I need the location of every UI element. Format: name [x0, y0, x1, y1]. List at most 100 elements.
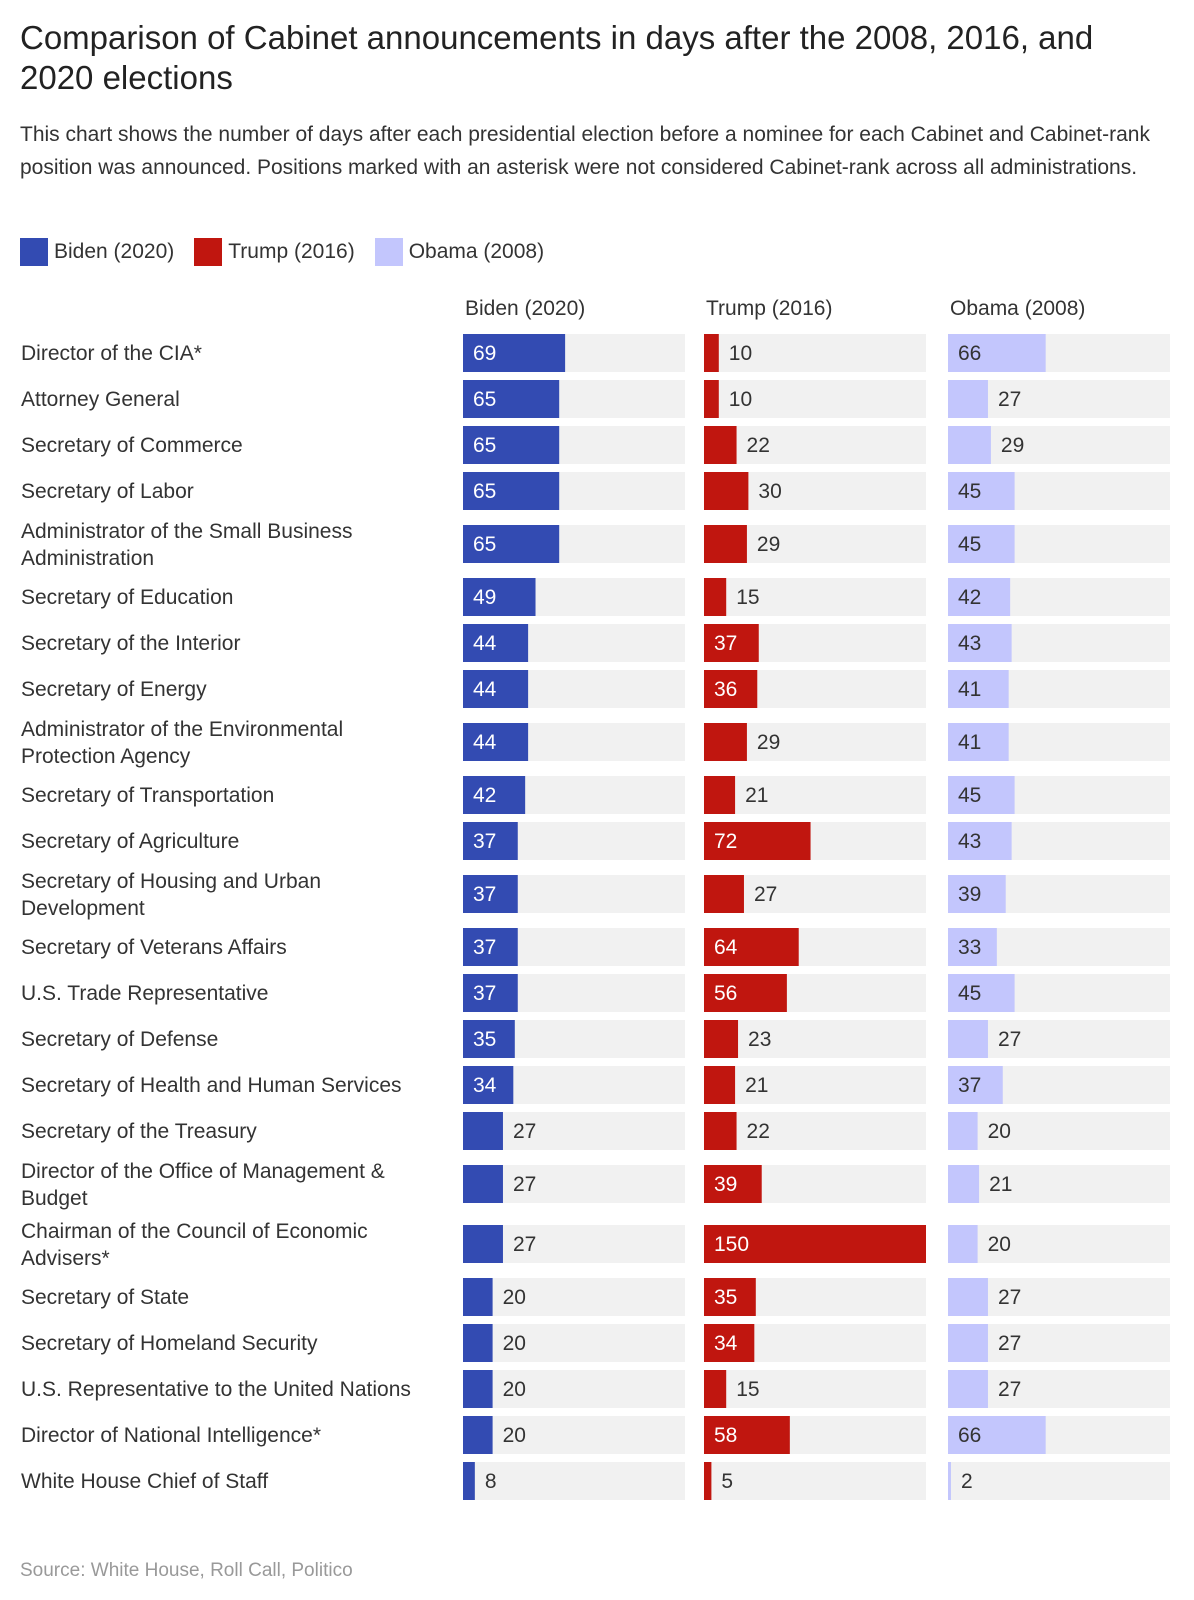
category-label: U.S. Trade Representative — [21, 982, 268, 1005]
data-label-biden: 20 — [503, 1332, 526, 1355]
bar-track-trump — [704, 1462, 926, 1500]
data-label-biden: 35 — [473, 1028, 496, 1051]
chart-subtitle: This chart shows the number of days afte… — [20, 123, 1150, 179]
bar-obama — [948, 1278, 988, 1316]
bar-biden — [463, 723, 529, 761]
data-label-biden: 27 — [513, 1233, 536, 1256]
bar-biden — [463, 525, 560, 563]
bar-trump — [704, 776, 736, 814]
bar-obama — [948, 578, 1011, 616]
category-label: Director of the Office of Management & Bu… — [21, 1160, 385, 1210]
bar-track-trump — [704, 1020, 926, 1058]
bar-obama — [948, 723, 1009, 761]
bar-trump — [704, 525, 747, 563]
data-label-biden: 37 — [473, 830, 496, 853]
category-label: Secretary of Transportation — [21, 784, 274, 807]
bar-obama — [948, 426, 991, 464]
category-label-line: Secretary of Housing and Urban — [21, 870, 321, 893]
category-label: Chairman of the Council of Economic Advis… — [21, 1220, 368, 1270]
category-label: Secretary of Health and Human Services — [21, 1074, 402, 1097]
data-label-biden: 20 — [503, 1286, 526, 1309]
bar-trump — [704, 1020, 739, 1058]
data-label-obama: 45 — [958, 982, 981, 1005]
bar-track-biden — [463, 1416, 685, 1454]
bar-biden — [463, 1066, 514, 1104]
data-label-trump: 30 — [758, 480, 781, 503]
bar-trump — [704, 723, 747, 761]
bar-track-trump — [704, 1066, 926, 1104]
bar-biden — [463, 1278, 493, 1316]
data-label-biden: 44 — [473, 678, 497, 701]
data-label-biden: 27 — [513, 1173, 536, 1196]
bar-track-trump — [704, 1370, 926, 1408]
bar-track-trump — [704, 334, 926, 372]
bar-obama — [948, 1324, 988, 1362]
category-label-line: Advisers* — [21, 1247, 110, 1270]
bar-obama — [948, 1066, 1003, 1104]
bar-obama — [948, 1165, 980, 1203]
data-label-biden: 37 — [473, 883, 496, 906]
data-label-trump: 34 — [714, 1332, 738, 1355]
data-label-trump: 35 — [714, 1286, 737, 1309]
data-label-trump: 37 — [714, 632, 737, 655]
category-label: Secretary of State — [21, 1286, 189, 1309]
bar-biden — [463, 1370, 493, 1408]
bar-obama — [948, 1416, 1046, 1454]
data-label-obama: 33 — [958, 936, 981, 959]
data-label-obama: 41 — [958, 678, 981, 701]
data-label-biden: 44 — [473, 731, 497, 754]
bar-track-obama — [948, 1462, 1170, 1500]
chart-title: Comparison of Cabinet announcements in d… — [20, 19, 1094, 96]
category-label: Secretary of Veterans Affairs — [21, 936, 287, 959]
data-label-trump: 15 — [736, 586, 759, 609]
bar-track-obama — [948, 1165, 1170, 1203]
data-label-trump: 15 — [736, 1378, 759, 1401]
data-label-biden: 65 — [473, 480, 496, 503]
data-label-obama: 20 — [988, 1120, 1011, 1143]
data-label-trump: 72 — [714, 830, 737, 853]
category-label: Director of the CIA* — [21, 342, 202, 365]
category-label-line: Administrator of the Environmental — [21, 718, 343, 741]
bar-obama — [948, 380, 988, 418]
bar-track-biden — [463, 1324, 685, 1362]
legend: Biden (2020) Trump (2016) Obama (2008) — [20, 238, 564, 266]
bar-biden — [463, 1416, 493, 1454]
data-label-obama: 29 — [1001, 434, 1024, 457]
category-label-line: Development — [21, 897, 145, 920]
bar-biden — [463, 974, 518, 1012]
legend-item-obama: Obama (2008) — [374, 238, 545, 266]
bar-biden — [463, 670, 529, 708]
data-label-trump: 56 — [714, 982, 737, 1005]
bar-trump — [704, 822, 811, 860]
category-label: Secretary of Defense — [21, 1028, 218, 1051]
data-label-obama: 27 — [998, 1028, 1021, 1051]
category-label: White House Chief of Staff — [21, 1470, 268, 1493]
bar-trump — [704, 928, 799, 966]
bar-trump — [704, 1278, 756, 1316]
bar-track-trump — [704, 1112, 926, 1150]
data-label-biden: 37 — [473, 936, 496, 959]
bar-obama — [948, 525, 1015, 563]
bar-biden — [463, 1462, 475, 1500]
bar-biden — [463, 380, 560, 418]
legend-label-obama: Obama (2008) — [408, 240, 545, 263]
bar-biden — [463, 1324, 493, 1362]
bar-obama — [948, 1112, 978, 1150]
category-label-line: Chairman of the Council of Economic — [21, 1220, 368, 1243]
bar-obama — [948, 1370, 988, 1408]
bar-biden — [463, 426, 560, 464]
bar-trump — [704, 1112, 737, 1150]
bar-obama — [948, 670, 1009, 708]
data-label-biden: 49 — [473, 586, 496, 609]
data-label-biden: 44 — [473, 632, 497, 655]
bar-obama — [948, 1462, 951, 1500]
bar-obama — [948, 776, 1015, 814]
data-label-biden: 42 — [473, 784, 496, 807]
data-label-trump: 5 — [721, 1470, 733, 1493]
data-label-trump: 58 — [714, 1424, 737, 1447]
category-label: Secretary of Homeland Security — [21, 1332, 318, 1355]
bar-obama — [948, 822, 1012, 860]
bar-trump — [704, 1370, 727, 1408]
bar-trump — [704, 426, 737, 464]
bar-obama — [948, 472, 1015, 510]
